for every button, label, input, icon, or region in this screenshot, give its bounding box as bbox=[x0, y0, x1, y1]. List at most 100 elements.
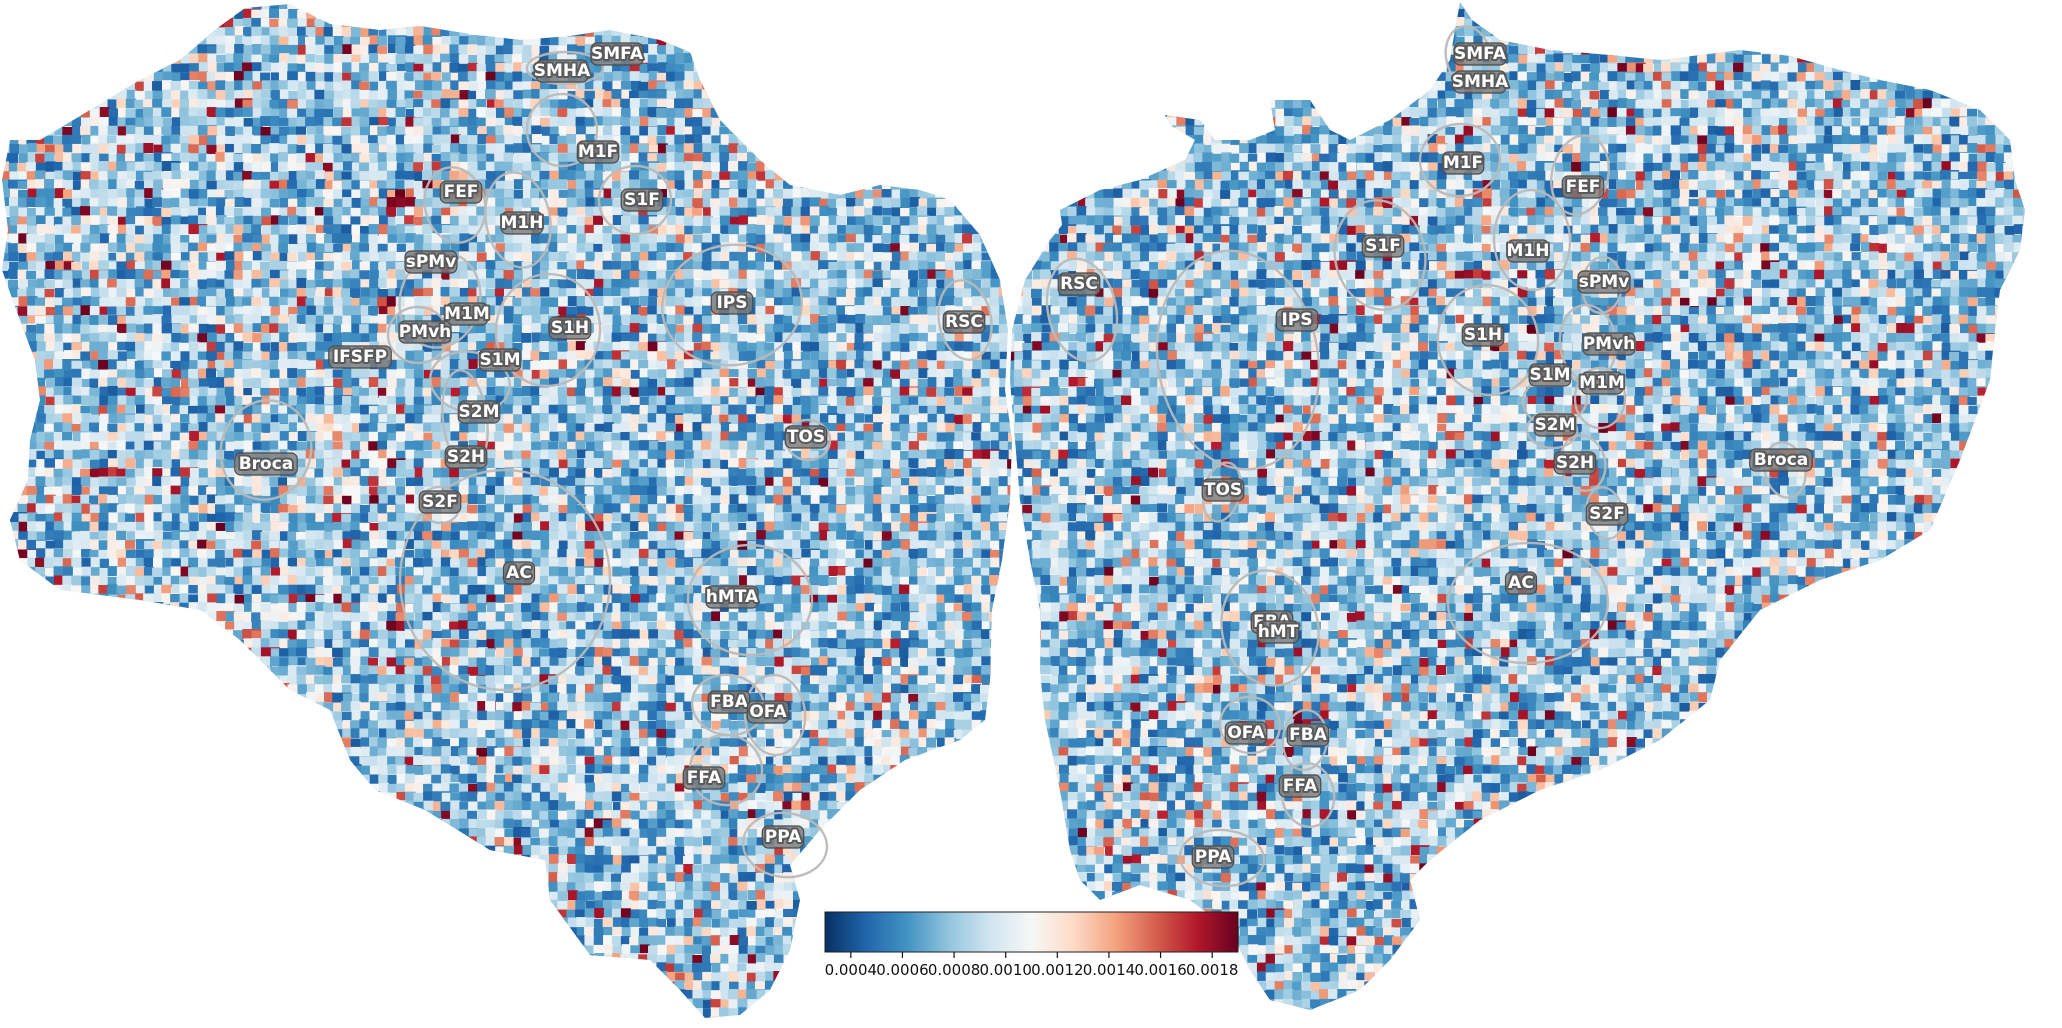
voxel-patch bbox=[278, 234, 289, 245]
voxel-patch bbox=[819, 206, 830, 217]
voxel-patch bbox=[35, 107, 55, 118]
voxel-patch bbox=[269, 269, 289, 280]
voxel-patch bbox=[747, 198, 758, 209]
voxel-patch bbox=[656, 90, 667, 101]
voxel-patch bbox=[188, 35, 199, 46]
voxel-patch bbox=[846, 99, 866, 110]
voxel-patch bbox=[953, 125, 964, 136]
voxel-patch bbox=[225, 126, 236, 137]
voxel-patch bbox=[180, 44, 191, 55]
voxel-patch bbox=[495, 90, 506, 101]
voxel-patch bbox=[1007, 297, 1012, 308]
voxel-patch bbox=[530, 81, 541, 92]
voxel-patch bbox=[927, 360, 938, 371]
voxel-patch bbox=[431, 215, 442, 226]
voxel-patch bbox=[809, 197, 820, 208]
voxel-patch bbox=[2, 324, 10, 335]
voxel-patch bbox=[350, 242, 361, 253]
voxel-patch bbox=[746, 332, 757, 343]
voxel-patch bbox=[935, 188, 946, 199]
voxel-patch bbox=[305, 144, 325, 155]
voxel-patch bbox=[837, 314, 848, 325]
voxel-patch bbox=[549, 144, 560, 155]
voxel-patch bbox=[512, 54, 523, 65]
voxel-patch bbox=[233, 18, 253, 29]
voxel-patch bbox=[666, 324, 677, 335]
voxel-patch bbox=[800, 4, 811, 11]
voxel-patch bbox=[863, 161, 883, 172]
voxel-patch bbox=[179, 288, 190, 299]
voxel-patch bbox=[99, 90, 110, 101]
voxel-patch bbox=[989, 125, 1009, 136]
voxel-patch bbox=[431, 144, 442, 155]
voxel-patch bbox=[8, 27, 28, 38]
voxel-patch bbox=[17, 36, 28, 47]
voxel-patch bbox=[522, 89, 533, 100]
voxel-patch bbox=[260, 179, 271, 190]
voxel-patch bbox=[414, 4, 425, 11]
voxel-patch bbox=[998, 45, 1009, 56]
voxel-patch bbox=[63, 18, 74, 29]
voxel-patch bbox=[243, 89, 254, 100]
voxel-patch bbox=[773, 324, 793, 335]
voxel-patch bbox=[396, 99, 407, 110]
voxel-patch bbox=[215, 80, 226, 91]
voxel-patch bbox=[728, 342, 739, 353]
voxel-patch bbox=[270, 215, 281, 226]
voxel-patch bbox=[206, 269, 226, 280]
voxel-patch bbox=[756, 143, 776, 154]
voxel-patch bbox=[602, 377, 622, 388]
voxel-patch bbox=[882, 315, 893, 326]
voxel-patch bbox=[819, 251, 830, 262]
voxel-patch bbox=[153, 134, 164, 145]
voxel-patch bbox=[395, 107, 406, 118]
voxel-patch bbox=[180, 305, 191, 316]
voxel-patch bbox=[972, 269, 983, 280]
voxel-patch bbox=[36, 341, 47, 352]
voxel-patch bbox=[863, 224, 874, 235]
voxel-patch bbox=[206, 27, 217, 38]
voxel-patch bbox=[495, 62, 506, 73]
voxel-patch bbox=[666, 242, 677, 253]
voxel-patch bbox=[90, 116, 101, 127]
voxel-patch bbox=[198, 81, 209, 92]
voxel-patch bbox=[692, 198, 712, 209]
voxel-patch bbox=[639, 63, 650, 74]
voxel-patch bbox=[279, 378, 290, 389]
voxel-patch bbox=[404, 171, 415, 182]
voxel-patch bbox=[620, 288, 631, 299]
voxel-patch bbox=[512, 233, 523, 244]
voxel-patch bbox=[629, 387, 640, 398]
voxel-patch bbox=[234, 261, 245, 272]
voxel-patch bbox=[702, 233, 722, 244]
voxel-patch bbox=[738, 225, 749, 236]
voxel-patch bbox=[233, 341, 244, 352]
voxel-patch bbox=[476, 117, 487, 128]
voxel-patch bbox=[188, 287, 199, 298]
voxel-patch bbox=[314, 207, 325, 218]
voxel-patch bbox=[342, 161, 353, 172]
voxel-patch bbox=[323, 108, 334, 119]
voxel-patch bbox=[819, 152, 830, 163]
voxel-patch bbox=[512, 369, 532, 380]
voxel-patch bbox=[378, 234, 389, 245]
voxel-patch bbox=[216, 198, 227, 209]
voxel-patch bbox=[566, 134, 586, 145]
voxel-patch bbox=[449, 4, 460, 10]
voxel-patch bbox=[315, 179, 326, 190]
voxel-patch bbox=[890, 45, 901, 56]
voxel-patch bbox=[125, 125, 136, 136]
voxel-patch bbox=[90, 189, 101, 200]
voxel-patch bbox=[818, 260, 838, 271]
voxel-patch bbox=[935, 288, 946, 299]
voxel-patch bbox=[341, 215, 352, 226]
voxel-patch bbox=[944, 333, 964, 344]
voxel-patch bbox=[810, 134, 830, 145]
voxel-patch bbox=[404, 179, 415, 190]
voxel-patch bbox=[477, 134, 488, 145]
voxel-patch bbox=[107, 63, 118, 74]
voxel-patch bbox=[557, 261, 568, 272]
voxel-patch bbox=[405, 342, 416, 353]
voxel-patch bbox=[269, 287, 280, 298]
voxel-patch bbox=[719, 171, 739, 182]
